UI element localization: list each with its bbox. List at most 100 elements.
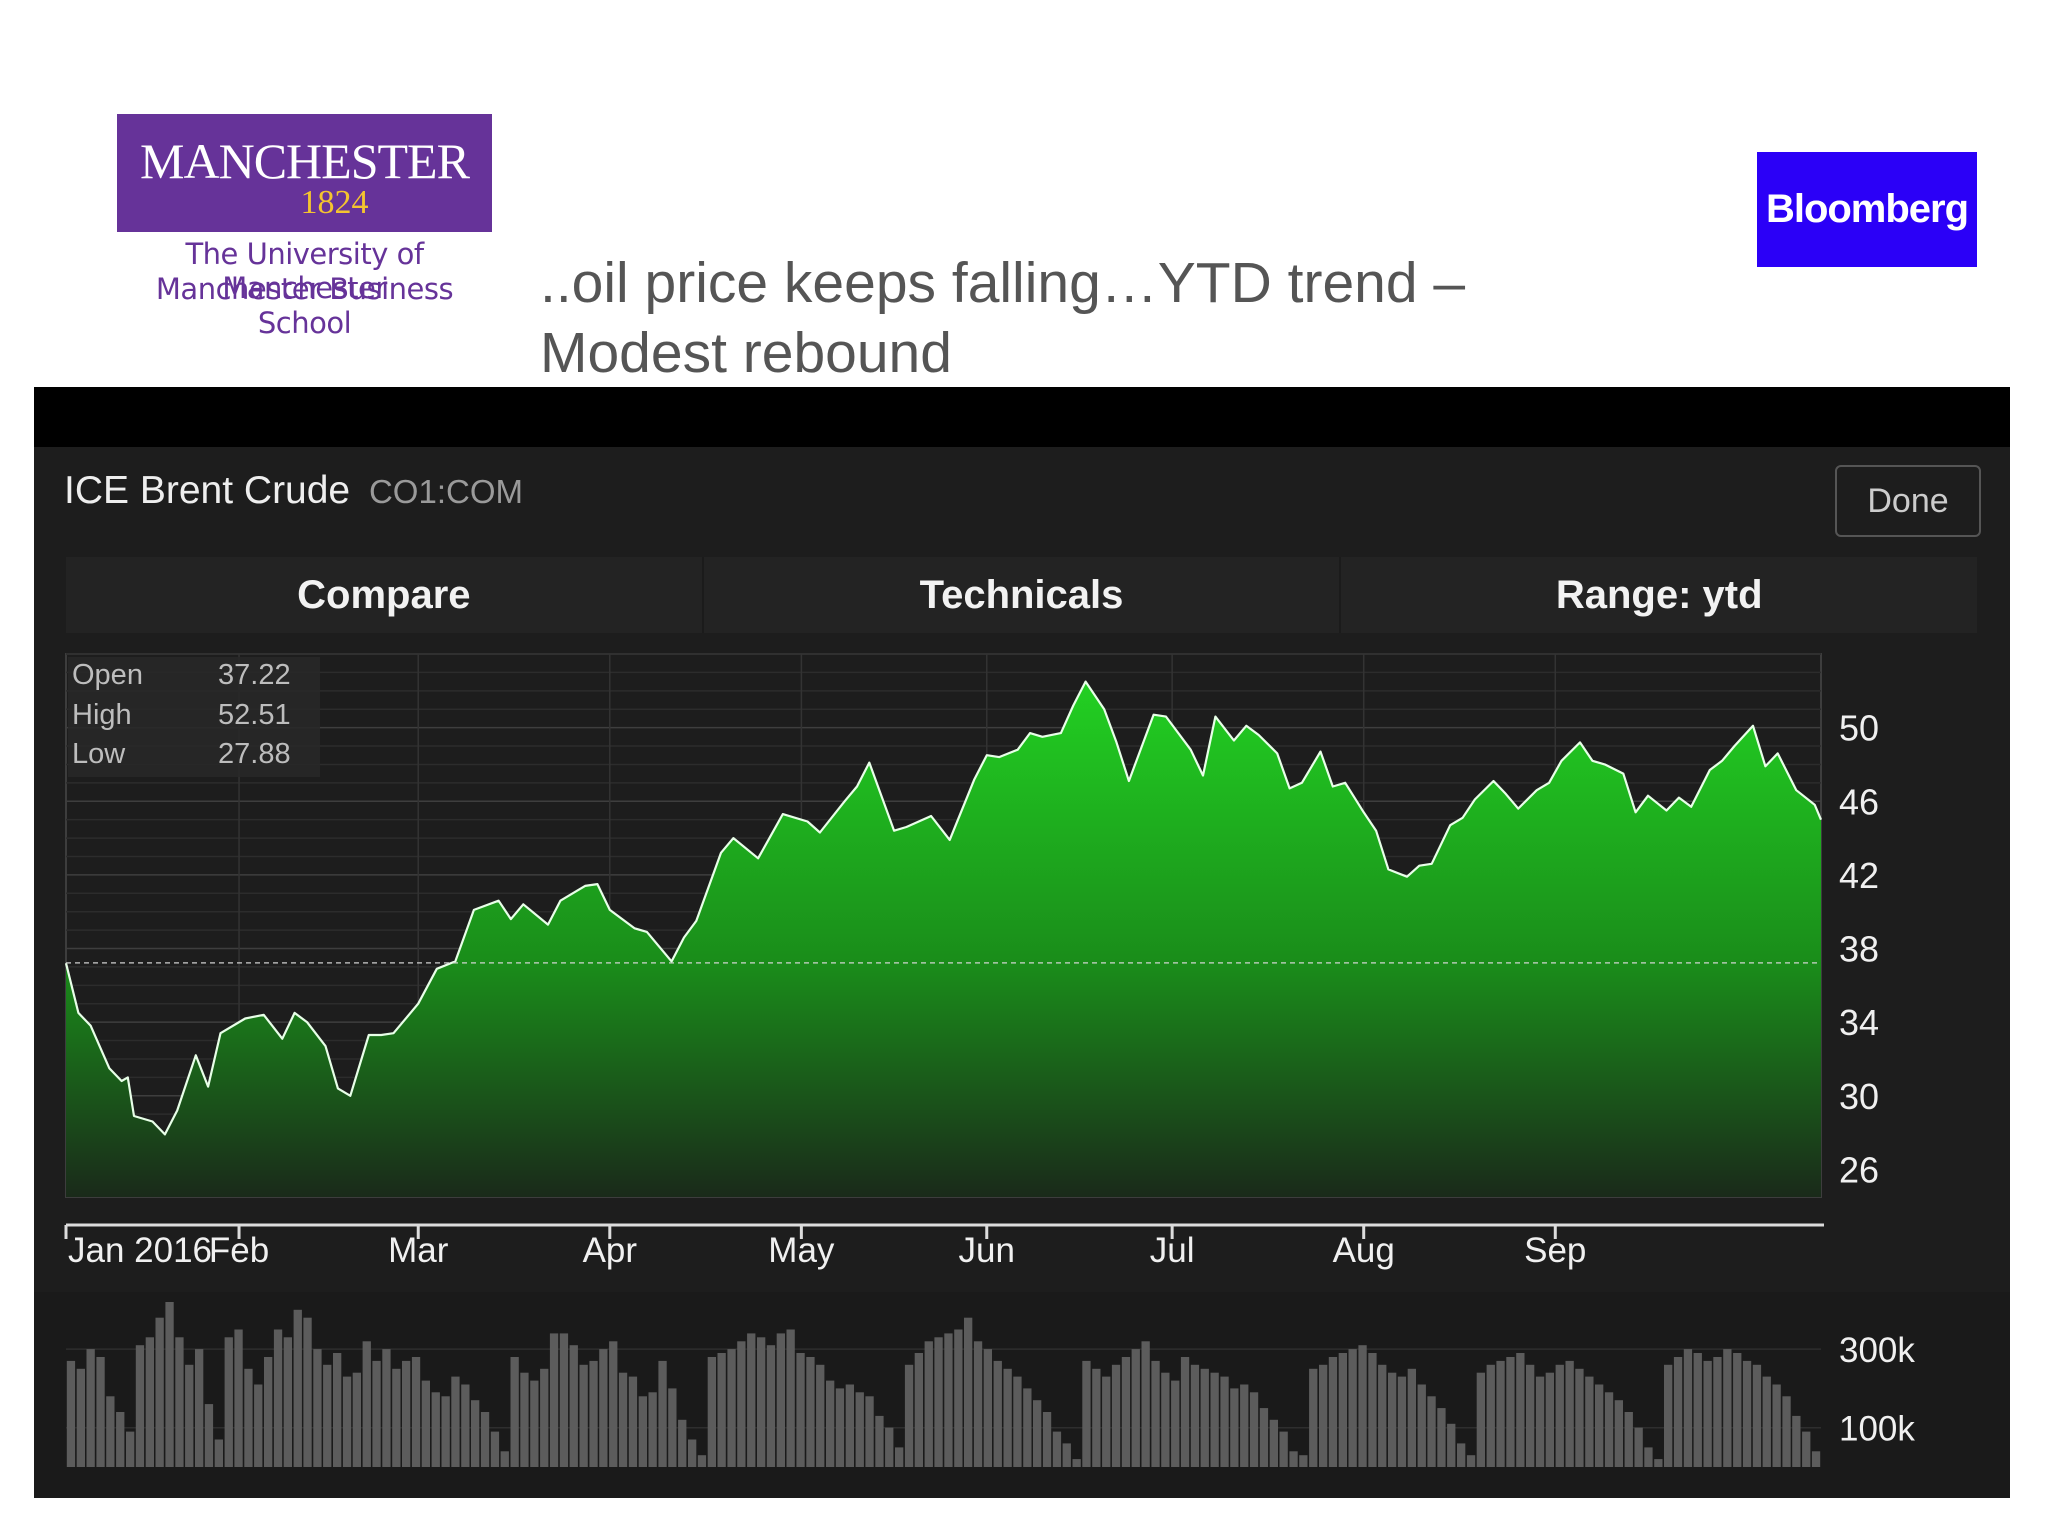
volume-bar bbox=[333, 1353, 342, 1467]
volume-bar bbox=[1279, 1431, 1288, 1467]
volume-bar bbox=[1604, 1392, 1614, 1467]
volume-bar bbox=[431, 1392, 440, 1467]
volume-bar bbox=[1269, 1419, 1278, 1467]
volume-bar bbox=[1161, 1372, 1170, 1467]
business-school-subtitle: Manchester Business School bbox=[155, 272, 454, 340]
x-tick-label: Apr bbox=[583, 1231, 638, 1270]
volume-bar bbox=[1762, 1376, 1771, 1467]
volume-bar bbox=[382, 1349, 391, 1467]
volume-bar bbox=[106, 1396, 115, 1467]
volume-bar bbox=[224, 1337, 233, 1467]
volume-bar bbox=[835, 1388, 845, 1467]
volume-bar bbox=[1654, 1459, 1663, 1467]
volume-bar bbox=[1733, 1353, 1742, 1467]
volume-bar bbox=[1348, 1349, 1357, 1467]
volume-bar bbox=[1062, 1443, 1071, 1467]
volume-bar bbox=[1427, 1396, 1436, 1467]
volume-bar bbox=[1013, 1376, 1022, 1467]
x-tick-label: Feb bbox=[209, 1231, 269, 1270]
volume-bar bbox=[86, 1349, 95, 1467]
volume-bar bbox=[402, 1360, 411, 1467]
volume-bar bbox=[1141, 1341, 1150, 1467]
volume-bar bbox=[1673, 1357, 1683, 1467]
slide-title-line-2: Modest rebound bbox=[540, 321, 952, 385]
x-tick-label: May bbox=[768, 1231, 835, 1270]
volume-bar bbox=[1742, 1360, 1752, 1467]
panel-top-bar bbox=[34, 387, 2010, 447]
volume-bar bbox=[855, 1392, 864, 1467]
volume-bar bbox=[1792, 1415, 1801, 1467]
volume-bar bbox=[559, 1333, 569, 1467]
volume-bar bbox=[165, 1302, 174, 1467]
y-tick-label: 26 bbox=[1839, 1149, 1879, 1190]
volume-bar bbox=[1457, 1443, 1466, 1467]
volume-bar bbox=[993, 1360, 1002, 1467]
volume-bar bbox=[500, 1451, 509, 1467]
volume-bar bbox=[549, 1333, 559, 1467]
volume-bar bbox=[126, 1431, 135, 1467]
volume-bar bbox=[1516, 1353, 1525, 1467]
volume-bar bbox=[234, 1329, 243, 1467]
volume-bar bbox=[392, 1368, 401, 1467]
volume-bar bbox=[1171, 1380, 1180, 1467]
volume-bar bbox=[648, 1392, 657, 1467]
volume-bar bbox=[352, 1372, 361, 1467]
volume-bar bbox=[155, 1317, 164, 1467]
volume-bar bbox=[490, 1431, 500, 1467]
volume-bar bbox=[1565, 1360, 1574, 1467]
stat-high: High 52.51 bbox=[68, 699, 320, 739]
volume-bar bbox=[1614, 1400, 1623, 1467]
volume-bar bbox=[865, 1396, 874, 1467]
volume-bar bbox=[471, 1400, 480, 1467]
volume-bar bbox=[806, 1357, 815, 1467]
volume-bar bbox=[1486, 1364, 1495, 1467]
volume-bar bbox=[737, 1341, 746, 1467]
instrument-name: ICE Brent Crude bbox=[64, 469, 351, 512]
volume-bar bbox=[195, 1349, 204, 1467]
volume-bar bbox=[1496, 1360, 1505, 1467]
volume-bar bbox=[1249, 1392, 1259, 1467]
volume-bar bbox=[1417, 1384, 1426, 1467]
volume-bar bbox=[461, 1384, 470, 1467]
volume-bar bbox=[727, 1349, 736, 1467]
done-button[interactable]: Done bbox=[1835, 465, 1981, 537]
volume-bar bbox=[323, 1364, 332, 1467]
tab-compare[interactable]: Compare bbox=[66, 557, 704, 633]
volume-bar bbox=[204, 1404, 214, 1467]
bloomberg-logo: Bloomberg bbox=[1757, 152, 1977, 267]
volume-bar bbox=[342, 1376, 352, 1467]
volume-bar bbox=[914, 1353, 923, 1467]
volume-bar bbox=[757, 1337, 766, 1467]
volume-bar bbox=[185, 1364, 194, 1467]
stat-low-value: 27.88 bbox=[218, 738, 291, 770]
instrument-ticker: CO1:COM bbox=[368, 473, 523, 510]
volume-bar bbox=[904, 1364, 914, 1467]
volume-bar bbox=[1723, 1349, 1732, 1467]
tab-range[interactable]: Range: ytd bbox=[1555, 572, 1763, 617]
volume-bar bbox=[1289, 1451, 1298, 1467]
volume-bar bbox=[520, 1372, 529, 1467]
volume-bar bbox=[540, 1368, 549, 1467]
volume-bar bbox=[244, 1368, 253, 1467]
volume-bar bbox=[283, 1337, 292, 1467]
x-tick-label: Jul bbox=[1150, 1231, 1195, 1270]
volume-bar bbox=[1535, 1376, 1545, 1467]
price-area bbox=[66, 681, 1821, 1197]
x-tick-label: Jun bbox=[959, 1231, 1015, 1270]
volume-bar bbox=[1447, 1423, 1456, 1467]
volume-bar bbox=[885, 1427, 894, 1467]
tab-technicals[interactable]: Technicals bbox=[704, 557, 1342, 633]
volume-bar bbox=[135, 1345, 145, 1467]
volume-bar bbox=[441, 1396, 450, 1467]
volume-tick-label: 100k bbox=[1839, 1410, 1915, 1449]
y-tick-label: 30 bbox=[1839, 1076, 1879, 1117]
volume-bar bbox=[175, 1337, 184, 1467]
volume-bar bbox=[1319, 1364, 1328, 1467]
volume-bar bbox=[1397, 1376, 1407, 1467]
volume-bar bbox=[1624, 1412, 1633, 1467]
volume-bar bbox=[1752, 1364, 1762, 1467]
volume-bar bbox=[1299, 1455, 1308, 1467]
volume-bar bbox=[1151, 1360, 1160, 1467]
volume-bar bbox=[766, 1345, 776, 1467]
